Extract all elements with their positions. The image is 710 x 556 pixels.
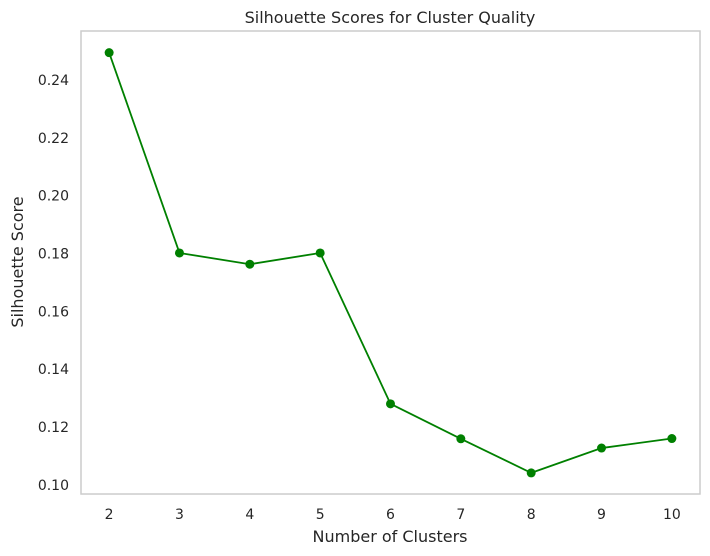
x-tick-label: 3 [175, 507, 184, 523]
data-point [526, 468, 536, 478]
series-layer [104, 48, 677, 478]
data-point [386, 399, 395, 409]
y-tick-label: 0.18 [38, 247, 69, 263]
data-point [245, 259, 255, 269]
x-tick-label: 6 [386, 507, 395, 523]
data-point [315, 248, 325, 258]
x-tick-label: 10 [663, 507, 681, 523]
y-axis-ticks: 0.10 0.12 0.14 0.16 0.18 0.20 0.22 0.24 [38, 73, 69, 494]
x-tick-label: 4 [245, 507, 254, 523]
y-tick-label: 0.14 [38, 362, 69, 378]
y-tick-label: 0.20 [38, 189, 69, 205]
x-tick-label: 5 [316, 507, 325, 523]
data-point [104, 48, 114, 58]
data-point [667, 434, 677, 444]
y-tick-label: 0.24 [38, 73, 69, 89]
data-point [174, 248, 184, 258]
data-point [597, 443, 607, 453]
plot-frame [80, 30, 701, 495]
y-tick-label: 0.22 [38, 131, 69, 147]
x-tick-label: 7 [456, 507, 465, 523]
y-tick-label: 0.10 [38, 478, 69, 494]
x-tick-label: 2 [105, 507, 114, 523]
x-axis-ticks: 2 3 4 5 6 7 8 9 10 [105, 507, 681, 523]
y-tick-label: 0.12 [38, 420, 69, 436]
data-point [456, 434, 466, 444]
x-axis-label: Number of Clusters [313, 527, 468, 546]
x-tick-label: 8 [527, 507, 536, 523]
x-tick-label: 9 [597, 507, 606, 523]
y-tick-label: 0.16 [38, 304, 69, 320]
y-axis-label: Silhouette Score [8, 196, 27, 327]
chart-title: Silhouette Scores for Cluster Quality [245, 8, 536, 27]
